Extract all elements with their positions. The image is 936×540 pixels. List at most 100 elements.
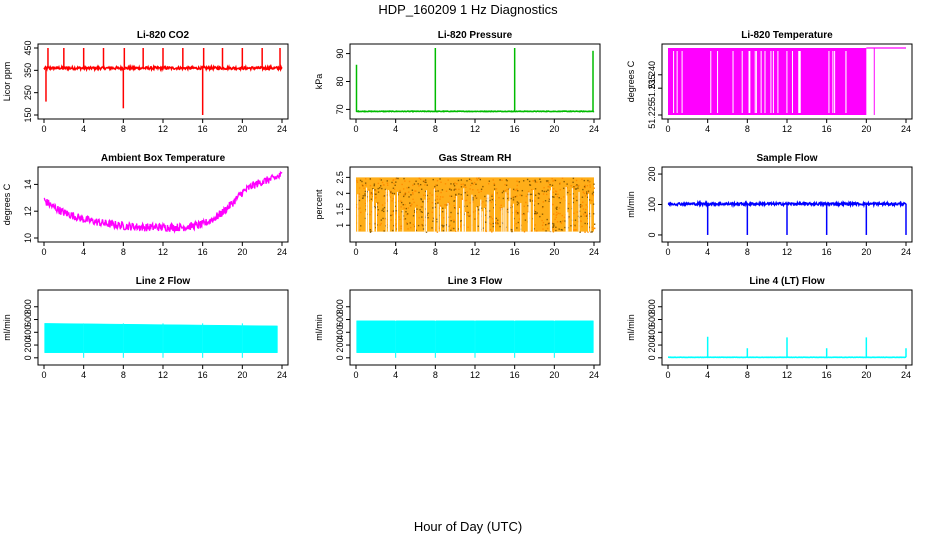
data-point [495,222,498,224]
y-tick-label: 1 [335,223,345,228]
y-tick-label: 2 [335,191,345,196]
data-point [379,178,381,180]
data-point [406,223,409,225]
data-point [579,206,582,208]
data-point [521,194,523,197]
data-point [395,213,397,215]
data-point [381,181,384,184]
data-point [559,182,561,184]
data-point [464,191,466,194]
data-point [404,192,407,195]
data-point [472,201,474,203]
data-point [570,185,572,187]
data-point [572,181,574,184]
data-point [384,188,387,191]
x-tick-label: 0 [353,370,358,380]
data-point [542,206,544,208]
x-tick-label: 0 [665,124,670,134]
data-point [382,217,384,220]
data-point [369,223,371,225]
data-point [375,204,377,206]
data-point [445,204,447,206]
x-tick-label: 8 [433,247,438,257]
data-point [395,210,397,212]
y-tick-label: 200 [647,338,657,353]
data-point [490,201,493,203]
flow-band [123,323,163,353]
data-point [592,191,595,193]
chart-panel: Ambient Box Temperature degrees C 0 4 8 12 16 2… [2,153,289,257]
data-point [563,216,566,219]
x-tick-label: 4 [705,370,710,380]
x-tick-label: 12 [782,247,792,257]
data-point [431,211,434,214]
data-point [370,211,373,213]
data-point [505,184,508,186]
data-point [398,216,400,218]
data-point [537,197,540,199]
data-point [516,188,518,190]
data-point [480,202,483,205]
data-point [370,192,373,194]
x-tick-label: 24 [277,124,287,134]
data-point [391,210,393,213]
chart-panel: Line 4 (LT) Flow ml/min 0 4 8 12 16 20 24 0 200400… [626,276,913,380]
data-point [451,227,453,229]
data-point [523,212,525,215]
flow-band [163,324,203,353]
data-point [395,178,397,180]
data-point [519,194,521,196]
data-point [384,191,387,194]
data-point [480,190,482,193]
data-point [367,196,369,198]
data-point [382,195,385,197]
data-point [593,227,596,230]
data-point [586,196,589,198]
data-point [500,204,502,207]
data-point [537,203,540,205]
data-point [508,188,510,190]
data-point [370,198,373,200]
data-point [530,230,533,232]
data-point [524,219,527,221]
data-point [478,212,480,215]
data-point [466,205,468,207]
data-point [507,193,509,195]
data-point [402,195,405,198]
x-tick-label: 20 [549,124,559,134]
data-point [485,221,487,223]
y-tick-label: 200 [647,167,657,182]
data-point [553,213,555,215]
data-point [403,207,405,209]
data-point [548,186,551,188]
data-point [369,193,372,195]
data-point [575,184,577,187]
data-point [530,193,533,196]
data-point [476,177,478,179]
data-point [402,188,405,190]
data-point [588,222,590,224]
data-point [418,177,420,179]
data-point [531,188,533,191]
data-point [376,206,378,208]
data-point [419,178,422,180]
data-point [555,216,557,219]
data-point [586,193,588,196]
x-tick-label: 0 [353,247,358,257]
data-point [533,209,535,212]
data-point [421,216,423,218]
data-point [384,202,387,204]
data-point [575,196,578,198]
data-point [399,218,401,221]
y-tick-label: 51.240 [647,61,657,89]
data-point [401,211,403,213]
data-point [547,180,549,182]
data-point [432,207,434,209]
data-point [507,211,510,213]
data-point [506,197,509,200]
data-point [372,188,374,190]
data-point [383,195,386,197]
data-point [566,183,568,185]
data-point [383,184,385,186]
data-point [456,183,458,185]
